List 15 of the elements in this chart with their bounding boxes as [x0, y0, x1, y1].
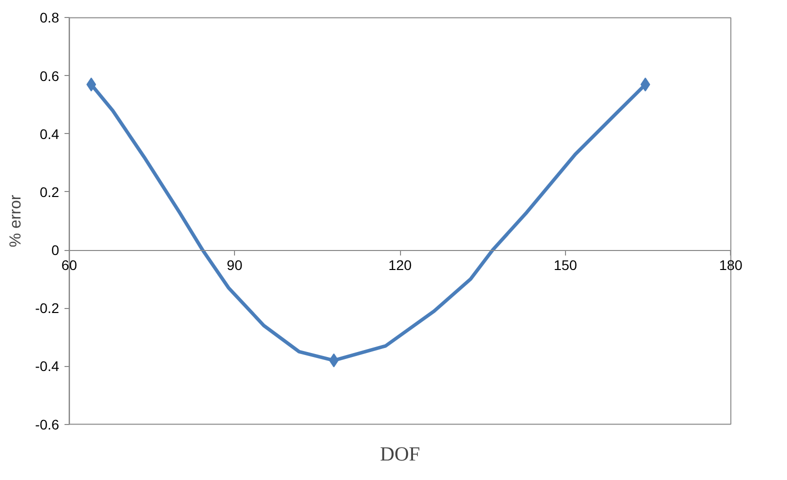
y-tick-label: 0.2	[40, 184, 60, 200]
y-tick-label: 0.8	[40, 10, 60, 26]
x-tick-label: 120	[388, 257, 412, 274]
x-tick-label: 150	[554, 257, 578, 274]
x-tick-label: 90	[226, 257, 243, 274]
x-axis-title: DOF	[380, 444, 420, 466]
y-tick-label: 0.4	[40, 126, 60, 142]
y-tick-label: -0.6	[35, 416, 60, 432]
x-tick-label: 180	[719, 257, 743, 274]
y-tick-label: -0.2	[35, 300, 60, 316]
x-tick-label: 60	[61, 257, 78, 274]
y-tick-label: 0	[51, 242, 60, 258]
y-tick-label: -0.4	[35, 358, 60, 374]
y-tick-label: 0.6	[40, 68, 60, 84]
y-axis-title: % error	[8, 194, 24, 248]
